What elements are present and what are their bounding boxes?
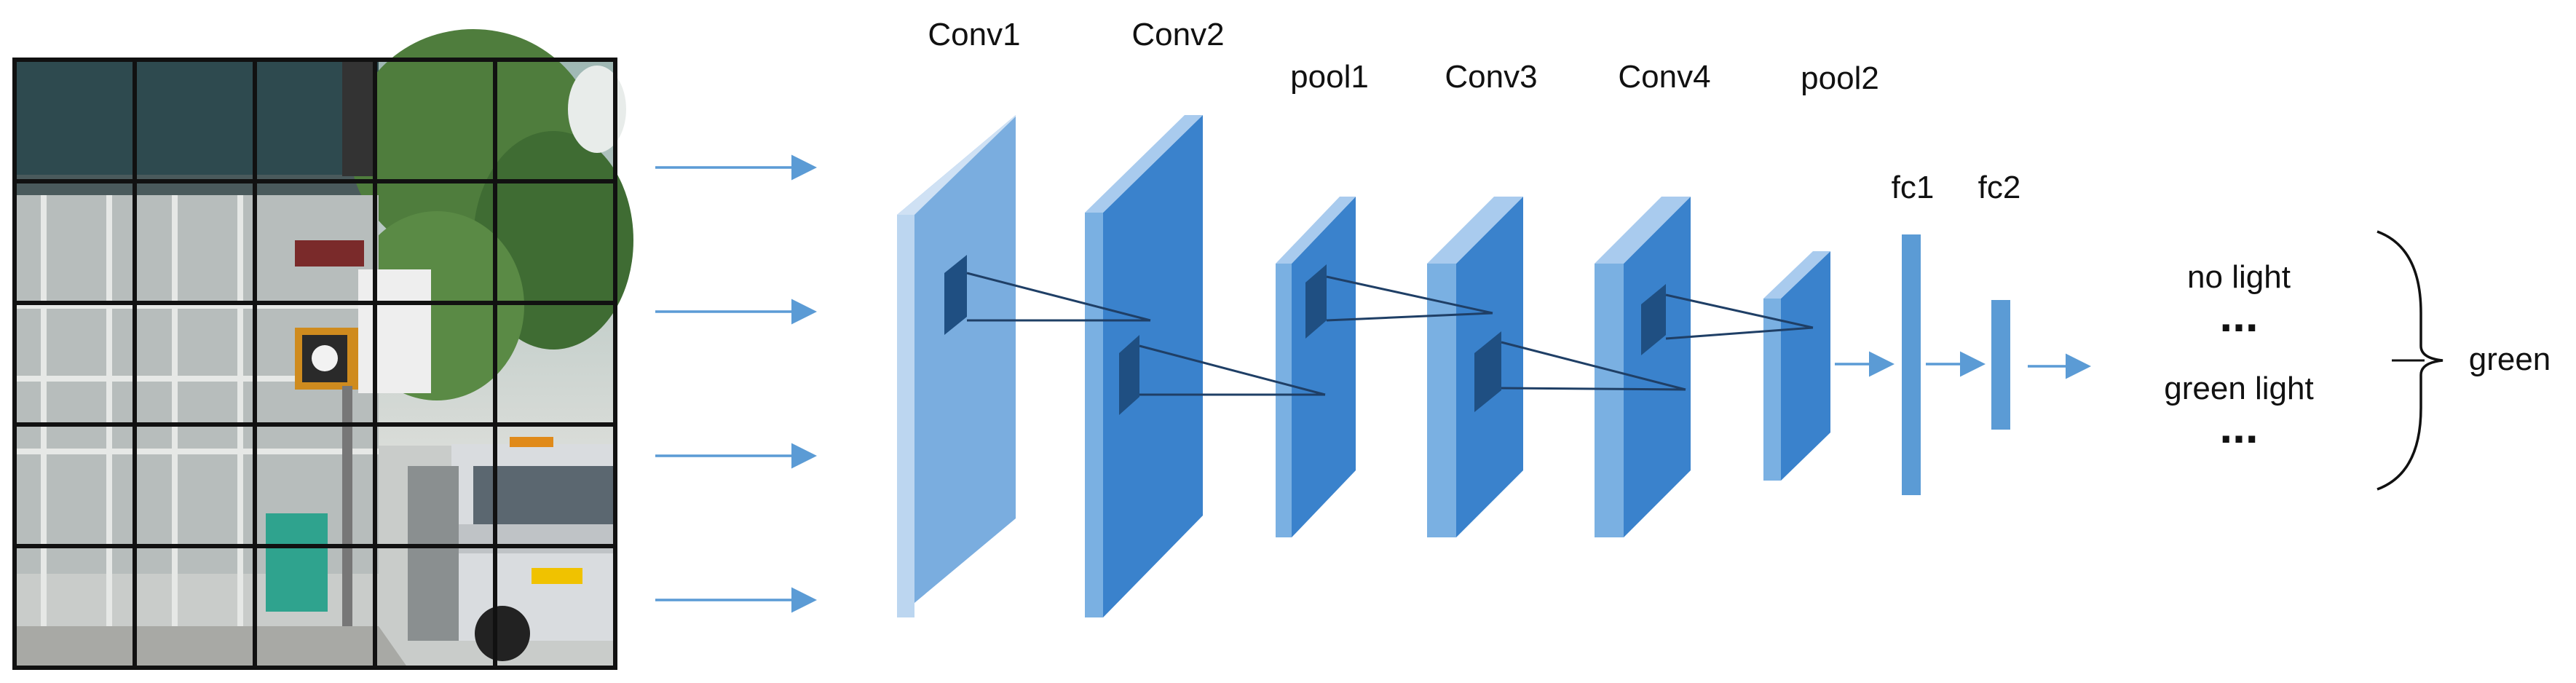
input-arrows [655, 154, 817, 613]
input-image [15, 29, 633, 668]
label-fc2: fc2 [1978, 170, 2021, 205]
layer-fc2 [1991, 300, 2010, 430]
output-brace [2377, 230, 2443, 491]
label-conv2: Conv2 [1131, 17, 1224, 52]
layer-pool1 [1276, 197, 1356, 537]
layer-conv4 [1595, 197, 1691, 537]
fc-arrows [1835, 351, 2091, 379]
kernel-pool1 [1305, 264, 1327, 339]
image-grid [12, 58, 617, 670]
label-pool1: pool1 [1290, 59, 1369, 95]
output-no-light: no light [2187, 259, 2291, 295]
output-result: green [2469, 342, 2551, 377]
layer-conv2 [1085, 115, 1203, 617]
label-conv3: Conv3 [1445, 59, 1537, 95]
layer-pool2 [1763, 251, 1830, 481]
receptive-field-lines [966, 272, 1814, 396]
output-ellipsis-bottom: ... [2219, 400, 2258, 453]
layer-conv1 [897, 115, 1016, 617]
output-ellipsis-top: ... [2219, 289, 2258, 342]
layer-fc1 [1902, 234, 1921, 495]
kernel-conv1 [944, 255, 967, 335]
label-conv1: Conv1 [928, 17, 1020, 52]
kernel-conv2 [1119, 335, 1139, 415]
output-green-light: green light [2164, 371, 2313, 406]
kernel-conv4 [1641, 284, 1666, 355]
label-fc1: fc1 [1892, 170, 1935, 205]
label-pool2: pool2 [1801, 60, 1879, 96]
kernel-conv3 [1474, 331, 1501, 412]
label-conv4: Conv4 [1618, 59, 1710, 95]
layer-conv3 [1427, 197, 1523, 537]
